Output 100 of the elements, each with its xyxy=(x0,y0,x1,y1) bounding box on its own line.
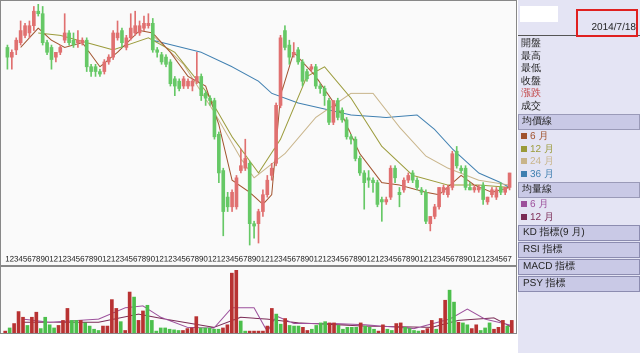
x-tick-label: 6 xyxy=(450,254,456,264)
x-tick-label: 9 xyxy=(40,254,46,264)
bar xyxy=(354,327,358,333)
x-tick-label: 9 xyxy=(199,254,204,264)
bar xyxy=(358,322,363,333)
x-tick-label: 9 xyxy=(146,254,152,264)
x-tick-label: 4 xyxy=(124,254,130,264)
x-tick-label: 1 xyxy=(375,254,380,264)
x-tick-label: 3 xyxy=(278,254,284,264)
x-tick-label: 4 xyxy=(336,254,341,264)
x-tick-label: 7 xyxy=(454,254,460,264)
x-tick-label: 1 xyxy=(366,254,372,264)
x-tick-label: 2 xyxy=(432,254,438,264)
x-tick-label: 5 xyxy=(446,254,451,264)
x-tick-label: 5 xyxy=(287,254,292,264)
x-tick-label: 0 xyxy=(468,254,473,264)
x-tick-label: 2 xyxy=(424,254,429,264)
x-tick-label: 3 xyxy=(120,254,125,264)
x-tick-label: 6 xyxy=(344,254,350,264)
x-tick-label: 4 xyxy=(388,254,394,264)
x-tick-label: 1 xyxy=(164,254,169,264)
x-tick-label: 2 xyxy=(326,254,332,264)
bar xyxy=(478,330,483,333)
x-tick-label: 9 xyxy=(252,254,257,264)
x-tick-label: 5 xyxy=(392,254,398,264)
bar xyxy=(510,320,514,333)
bar xyxy=(163,328,168,333)
x-tick-label: 1 xyxy=(110,254,116,264)
x-tick-label: 8 xyxy=(247,254,252,264)
bar xyxy=(470,328,474,333)
x-tick-label: 1 xyxy=(314,254,319,264)
x-tick-label: 7 xyxy=(32,254,37,264)
bar xyxy=(372,328,376,333)
x-tick-label: 4 xyxy=(282,254,288,264)
x-tick-label: 5 xyxy=(128,254,134,264)
bar xyxy=(301,327,305,333)
x-tick-label: 0 xyxy=(98,254,103,264)
bar xyxy=(181,330,185,333)
x-tick-label: 9 xyxy=(304,254,310,264)
x-tick-label: 5 xyxy=(22,254,28,264)
x-tick-label: 4 xyxy=(18,254,24,264)
x-tick-label: 7 xyxy=(348,254,354,264)
bar xyxy=(221,328,225,333)
x-tick-label: 1 xyxy=(419,254,424,264)
bar xyxy=(390,330,394,333)
x-tick-label: 1 xyxy=(208,254,213,264)
bar xyxy=(234,270,238,333)
bar xyxy=(78,320,83,333)
x-tick-label: 9 xyxy=(463,254,468,264)
bar xyxy=(421,330,425,333)
bar xyxy=(118,321,123,333)
bar xyxy=(506,326,510,333)
x-tick-label: 7 xyxy=(296,254,301,264)
text: RSI 指標 xyxy=(518,242,640,258)
bar xyxy=(96,330,100,333)
bar xyxy=(323,321,327,333)
bar xyxy=(128,292,132,333)
bar xyxy=(318,322,323,333)
bar xyxy=(203,328,208,333)
x-tick-label: 1 xyxy=(428,254,434,264)
x-tick-label: 3 xyxy=(436,254,442,264)
x-tick-label: 1 xyxy=(269,254,274,264)
x-tick-label: 4 xyxy=(494,254,500,264)
x-tick-label: 2 xyxy=(370,254,376,264)
x-tick-label: 8 xyxy=(353,254,358,264)
x-tick-label: 1 xyxy=(260,254,266,264)
candlestick xyxy=(398,187,402,208)
legend-label: 6 月 xyxy=(530,199,548,210)
x-tick-label: 1 xyxy=(472,254,478,264)
bar xyxy=(70,320,74,333)
bar xyxy=(394,323,398,333)
x-tick-label: 0 xyxy=(362,254,367,264)
bar xyxy=(132,296,136,333)
x-tick-label: 7 xyxy=(243,254,248,264)
x-tick-label: 2 xyxy=(212,254,218,264)
x-tick-label: 5 xyxy=(234,254,240,264)
x-tick-label: 6 xyxy=(397,254,402,264)
x-tick-label: 2 xyxy=(265,254,270,264)
x-tick-label: 6 xyxy=(132,254,138,264)
text: 成交 xyxy=(520,100,542,113)
bar xyxy=(443,300,447,333)
legend-label: 6 月 xyxy=(530,131,548,142)
x-tick-label: 5 xyxy=(498,254,504,264)
bar xyxy=(34,312,38,333)
x-tick-label: 1 xyxy=(49,254,54,264)
text: 最低 xyxy=(520,63,542,76)
x-tick-label: 1 xyxy=(58,254,64,264)
x-tick-label: 1 xyxy=(322,254,328,264)
bar xyxy=(456,322,460,333)
x-tick-label: 7 xyxy=(190,254,196,264)
legend-label: 24 月 xyxy=(530,156,554,167)
bar xyxy=(434,328,438,333)
x-tick-label: 8 xyxy=(142,254,147,264)
legend-title: 均價線 xyxy=(518,114,640,130)
x-tick-label: 2 xyxy=(115,254,120,264)
bar xyxy=(43,316,48,333)
x-tick-label: 2 xyxy=(221,254,226,264)
x-tick-label: 7 xyxy=(137,254,142,264)
x-tick-label: 0 xyxy=(44,254,50,264)
x-tick-label: 6 xyxy=(27,254,32,264)
